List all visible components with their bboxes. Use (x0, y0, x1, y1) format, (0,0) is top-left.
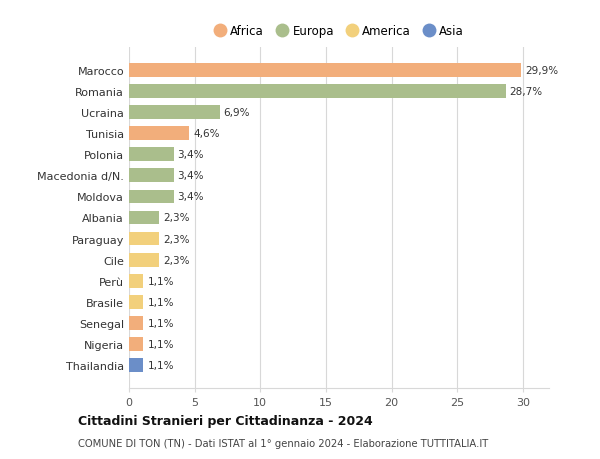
Bar (129, 317, 143, 330)
Bar (129, 64, 521, 77)
Text: 3,4%: 3,4% (178, 192, 204, 202)
Bar (129, 190, 173, 204)
Text: 3,4%: 3,4% (178, 150, 204, 160)
Bar (129, 211, 159, 225)
Bar (129, 253, 159, 267)
Bar (129, 127, 190, 140)
Bar (129, 85, 506, 98)
Text: 1,1%: 1,1% (148, 297, 174, 308)
Bar (129, 274, 143, 288)
Text: 2,3%: 2,3% (163, 255, 190, 265)
Bar (129, 338, 143, 351)
Text: 1,1%: 1,1% (148, 361, 174, 370)
Text: 29,9%: 29,9% (526, 66, 559, 75)
Text: 4,6%: 4,6% (193, 129, 220, 139)
Text: 28,7%: 28,7% (509, 87, 543, 96)
Bar (129, 359, 143, 372)
Bar (129, 169, 173, 183)
Legend: Africa, Europa, America, Asia: Africa, Europa, America, Asia (209, 20, 469, 43)
Text: 2,3%: 2,3% (163, 234, 190, 244)
Text: 6,9%: 6,9% (223, 108, 250, 118)
Text: 1,1%: 1,1% (148, 319, 174, 328)
Bar (129, 296, 143, 309)
Bar (129, 148, 173, 162)
Text: COMUNE DI TON (TN) - Dati ISTAT al 1° gennaio 2024 - Elaborazione TUTTITALIA.IT: COMUNE DI TON (TN) - Dati ISTAT al 1° ge… (78, 438, 488, 448)
Bar (129, 106, 220, 119)
Bar (129, 232, 159, 246)
Text: 2,3%: 2,3% (163, 213, 190, 223)
Text: 3,4%: 3,4% (178, 171, 204, 181)
Text: 1,1%: 1,1% (148, 340, 174, 349)
Text: Cittadini Stranieri per Cittadinanza - 2024: Cittadini Stranieri per Cittadinanza - 2… (78, 414, 373, 428)
Text: 1,1%: 1,1% (148, 276, 174, 286)
